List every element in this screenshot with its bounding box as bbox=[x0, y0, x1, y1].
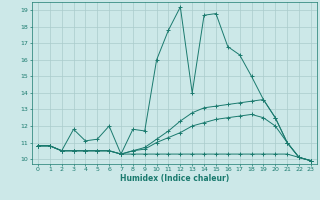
X-axis label: Humidex (Indice chaleur): Humidex (Indice chaleur) bbox=[120, 174, 229, 183]
